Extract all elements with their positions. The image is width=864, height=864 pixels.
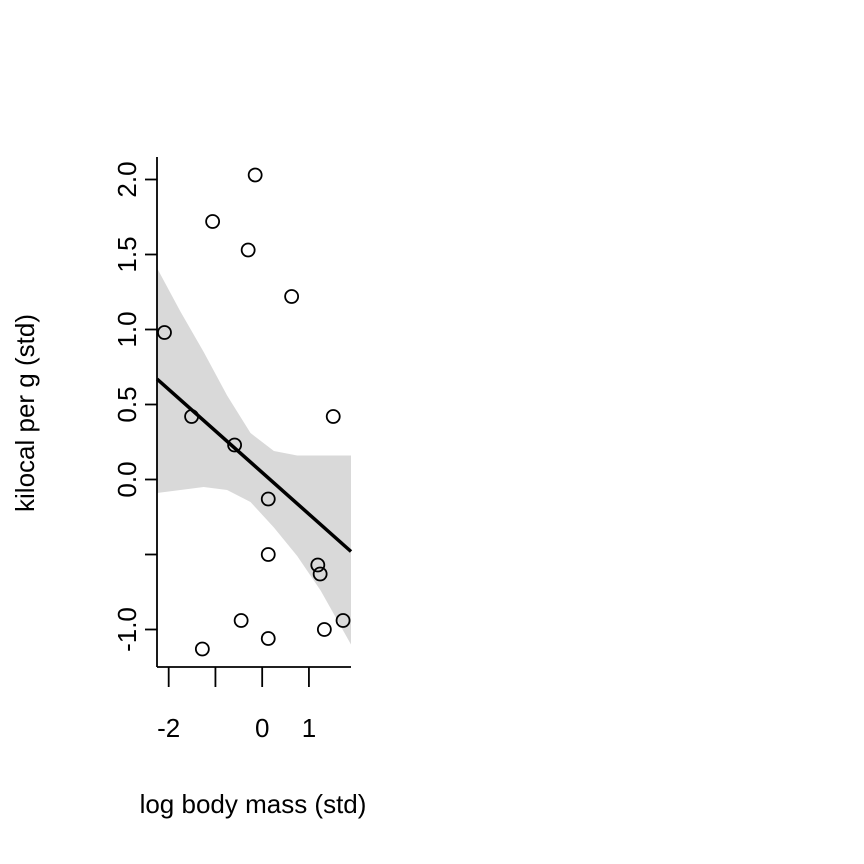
data-point [260,547,276,562]
data-point [184,409,199,424]
data-point [284,289,300,304]
y-tick-label: 2.0 [112,161,142,197]
data-point [312,566,328,582]
y-tick-label: -1.0 [112,607,142,652]
data-point [325,409,341,424]
y-tick-label: 1.5 [112,236,142,272]
confidence-band [157,268,351,645]
data-point [240,242,256,258]
y-tick-label: 0.5 [112,386,142,422]
data-point [260,631,276,646]
y-tick-label: 1.0 [112,311,142,347]
data-point [157,325,172,340]
data-point [194,641,210,657]
plot-area: -1.0 0.0 0.5 1.0 1.5 2.0 -2 0 1 [112,157,353,743]
data-point [310,557,326,573]
data-point [233,613,249,628]
regression-line [155,377,353,553]
y-axis-title: kilocal per g (std) [10,314,40,512]
x-axis-title: log body mass (std) [140,789,367,819]
x-tick-label: 1 [302,713,316,743]
data-point [260,491,276,507]
data-point [227,437,243,453]
x-tick-label: -2 [157,713,180,743]
data-point [335,613,351,628]
data-point [316,622,332,637]
y-tick-label: 0.0 [112,461,142,497]
data-point [205,214,221,229]
data-point [247,167,263,183]
x-tick-label: 0 [255,713,269,743]
